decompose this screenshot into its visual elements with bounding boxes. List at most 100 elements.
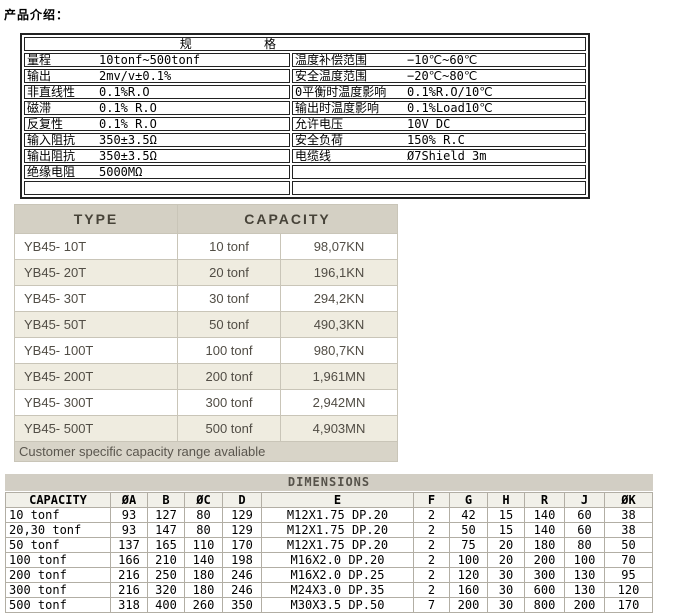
dim-b-cell: 210 — [147, 552, 185, 568]
spec-row: 量程 10tonf~500tonf 温度补偿范围 −10℃~60℃ — [24, 53, 586, 67]
dim-b-cell: 165 — [147, 537, 185, 553]
dim-header-f: F — [413, 492, 450, 508]
spec-right-value: Ø7Shield 3m — [407, 149, 487, 163]
spec-left-cell: 输入阻抗 350±3.5Ω — [24, 133, 290, 147]
dim-header-capacity: CAPACITY — [5, 492, 111, 508]
type-capacity-table: TYPE CAPACITY YB45- 10T 10 tonf 98,07KN … — [14, 204, 398, 462]
spec-right-cell — [292, 165, 586, 179]
spec-right-value: 10V DC — [407, 117, 451, 131]
spec-right-cell: 温度补偿范围 −10℃~60℃ — [292, 53, 586, 67]
dim-a-cell: 216 — [110, 582, 148, 598]
dim-capacity-cell: 50 tonf — [5, 537, 111, 553]
capacity-force-cell: 196,1KN — [280, 259, 398, 286]
dim-a-cell: 137 — [110, 537, 148, 553]
dim-e-cell: M16X2.0 DP.25 — [261, 567, 414, 583]
dim-k-cell: 95 — [604, 567, 653, 583]
dim-d-cell: 350 — [222, 597, 262, 613]
dim-a-cell: 166 — [110, 552, 148, 568]
dim-c-cell: 180 — [184, 582, 223, 598]
dimensions-row: 50 tonf 137 165 110 170 M12X1.75 DP.20 2… — [5, 537, 653, 553]
dim-f-cell: 2 — [413, 507, 450, 523]
dim-h-cell: 15 — [487, 522, 525, 538]
spec-right-cell: 安全温度范围 −20℃~80℃ — [292, 69, 586, 83]
dim-k-cell: 70 — [604, 552, 653, 568]
spec-right-value: −20℃~80℃ — [407, 69, 478, 83]
dim-j-cell: 130 — [564, 582, 605, 598]
spec-right-cell: 0平衡时温度影响 0.1%R.O/10℃ — [292, 85, 586, 99]
dim-a-cell: 93 — [110, 507, 148, 523]
dim-r-cell: 800 — [524, 597, 565, 613]
dimensions-table: CAPACITY ØA B ØC D E F G H R J ØK 10 ton… — [5, 492, 653, 613]
dimensions-section: DIMENSIONS CAPACITY ØA B ØC D E F G H R … — [5, 474, 653, 613]
spec-left-label: 反复性 — [27, 117, 64, 131]
dim-j-cell: 130 — [564, 567, 605, 583]
spec-right-value: 0.1%R.O/10℃ — [407, 85, 493, 99]
dim-k-cell: 50 — [604, 537, 653, 553]
spec-row: 输出阻抗 350±3.5Ω 电缆线 Ø7Shield 3m — [24, 149, 586, 163]
spec-left-value: 0.1% R.O — [99, 117, 157, 131]
dimensions-header-row: CAPACITY ØA B ØC D E F G H R J ØK — [5, 492, 653, 508]
dim-j-cell: 60 — [564, 507, 605, 523]
dim-capacity-cell: 100 tonf — [5, 552, 111, 568]
type-capacity-row: YB45- 20T 20 tonf 196,1KN — [14, 259, 398, 286]
dim-f-cell: 2 — [413, 567, 450, 583]
dim-r-cell: 300 — [524, 567, 565, 583]
spec-left-value: 0.1% R.O — [99, 101, 157, 115]
spec-left-value: 350±3.5Ω — [99, 133, 157, 147]
spec-left-cell: 输出阻抗 350±3.5Ω — [24, 149, 290, 163]
spec-header-row: 规 格 — [24, 37, 586, 51]
spec-left-label: 输入阻抗 — [27, 133, 76, 147]
capacity-tonf-cell: 100 tonf — [177, 337, 281, 364]
dim-a-cell: 318 — [110, 597, 148, 613]
spec-left-value: 2mv/v±0.1% — [99, 69, 172, 83]
spec-left-label: 磁滞 — [27, 101, 52, 115]
type-cell: YB45- 100T — [14, 337, 178, 364]
dim-c-cell: 80 — [184, 507, 223, 523]
dim-h-cell: 30 — [487, 582, 525, 598]
dim-d-cell: 170 — [222, 537, 262, 553]
spec-left-value: 350±3.5Ω — [99, 149, 157, 163]
spec-left-label: 输出 — [27, 69, 52, 83]
capacity-force-cell: 98,07KN — [280, 233, 398, 260]
dim-header-c: ØC — [184, 492, 223, 508]
spec-table-header: 规 格 — [24, 37, 586, 51]
dim-j-cell: 60 — [564, 522, 605, 538]
spec-left-cell — [24, 181, 290, 195]
spec-right-value: −10℃~60℃ — [407, 53, 478, 67]
spec-row — [24, 181, 586, 195]
dim-e-cell: M12X1.75 DP.20 — [261, 507, 414, 523]
spec-right-label: 安全负荷 — [295, 133, 344, 147]
type-capacity-footer-row: Customer specific capacity range avaliab… — [14, 441, 398, 462]
dim-g-cell: 50 — [449, 522, 488, 538]
dim-c-cell: 260 — [184, 597, 223, 613]
capacity-footer-note: Customer specific capacity range avaliab… — [14, 441, 398, 462]
dim-r-cell: 180 — [524, 537, 565, 553]
spec-left-cell: 绝缘电阻 5000MΩ — [24, 165, 290, 179]
capacity-force-cell: 490,3KN — [280, 311, 398, 338]
dim-header-d: D — [222, 492, 262, 508]
type-capacity-row: YB45- 10T 10 tonf 98,07KN — [14, 233, 398, 260]
dim-r-cell: 140 — [524, 507, 565, 523]
dimensions-row: 20,30 tonf 93 147 80 129 M12X1.75 DP.20 … — [5, 522, 653, 538]
dim-b-cell: 250 — [147, 567, 185, 583]
spec-right-cell — [292, 181, 586, 195]
spec-right-label: 安全温度范围 — [295, 69, 368, 83]
spec-left-cell: 反复性 0.1% R.O — [24, 117, 290, 131]
spec-left-cell: 输出 2mv/v±0.1% — [24, 69, 290, 83]
capacity-force-cell: 294,2KN — [280, 285, 398, 312]
dim-f-cell: 2 — [413, 552, 450, 568]
type-column-header: TYPE — [14, 204, 178, 234]
dim-k-cell: 120 — [604, 582, 653, 598]
dim-r-cell: 200 — [524, 552, 565, 568]
capacity-tonf-cell: 50 tonf — [177, 311, 281, 338]
type-cell: YB45- 500T — [14, 415, 178, 442]
dim-d-cell: 246 — [222, 582, 262, 598]
dimensions-row: 500 tonf 318 400 260 350 M30X3.5 DP.50 7… — [5, 597, 653, 613]
spec-left-cell: 非直线性 0.1%R.O — [24, 85, 290, 99]
dim-b-cell: 127 — [147, 507, 185, 523]
capacity-force-cell: 4,903MN — [280, 415, 398, 442]
capacity-tonf-cell: 20 tonf — [177, 259, 281, 286]
capacity-force-cell: 980,7KN — [280, 337, 398, 364]
dim-f-cell: 2 — [413, 537, 450, 553]
spec-left-cell: 量程 10tonf~500tonf — [24, 53, 290, 67]
